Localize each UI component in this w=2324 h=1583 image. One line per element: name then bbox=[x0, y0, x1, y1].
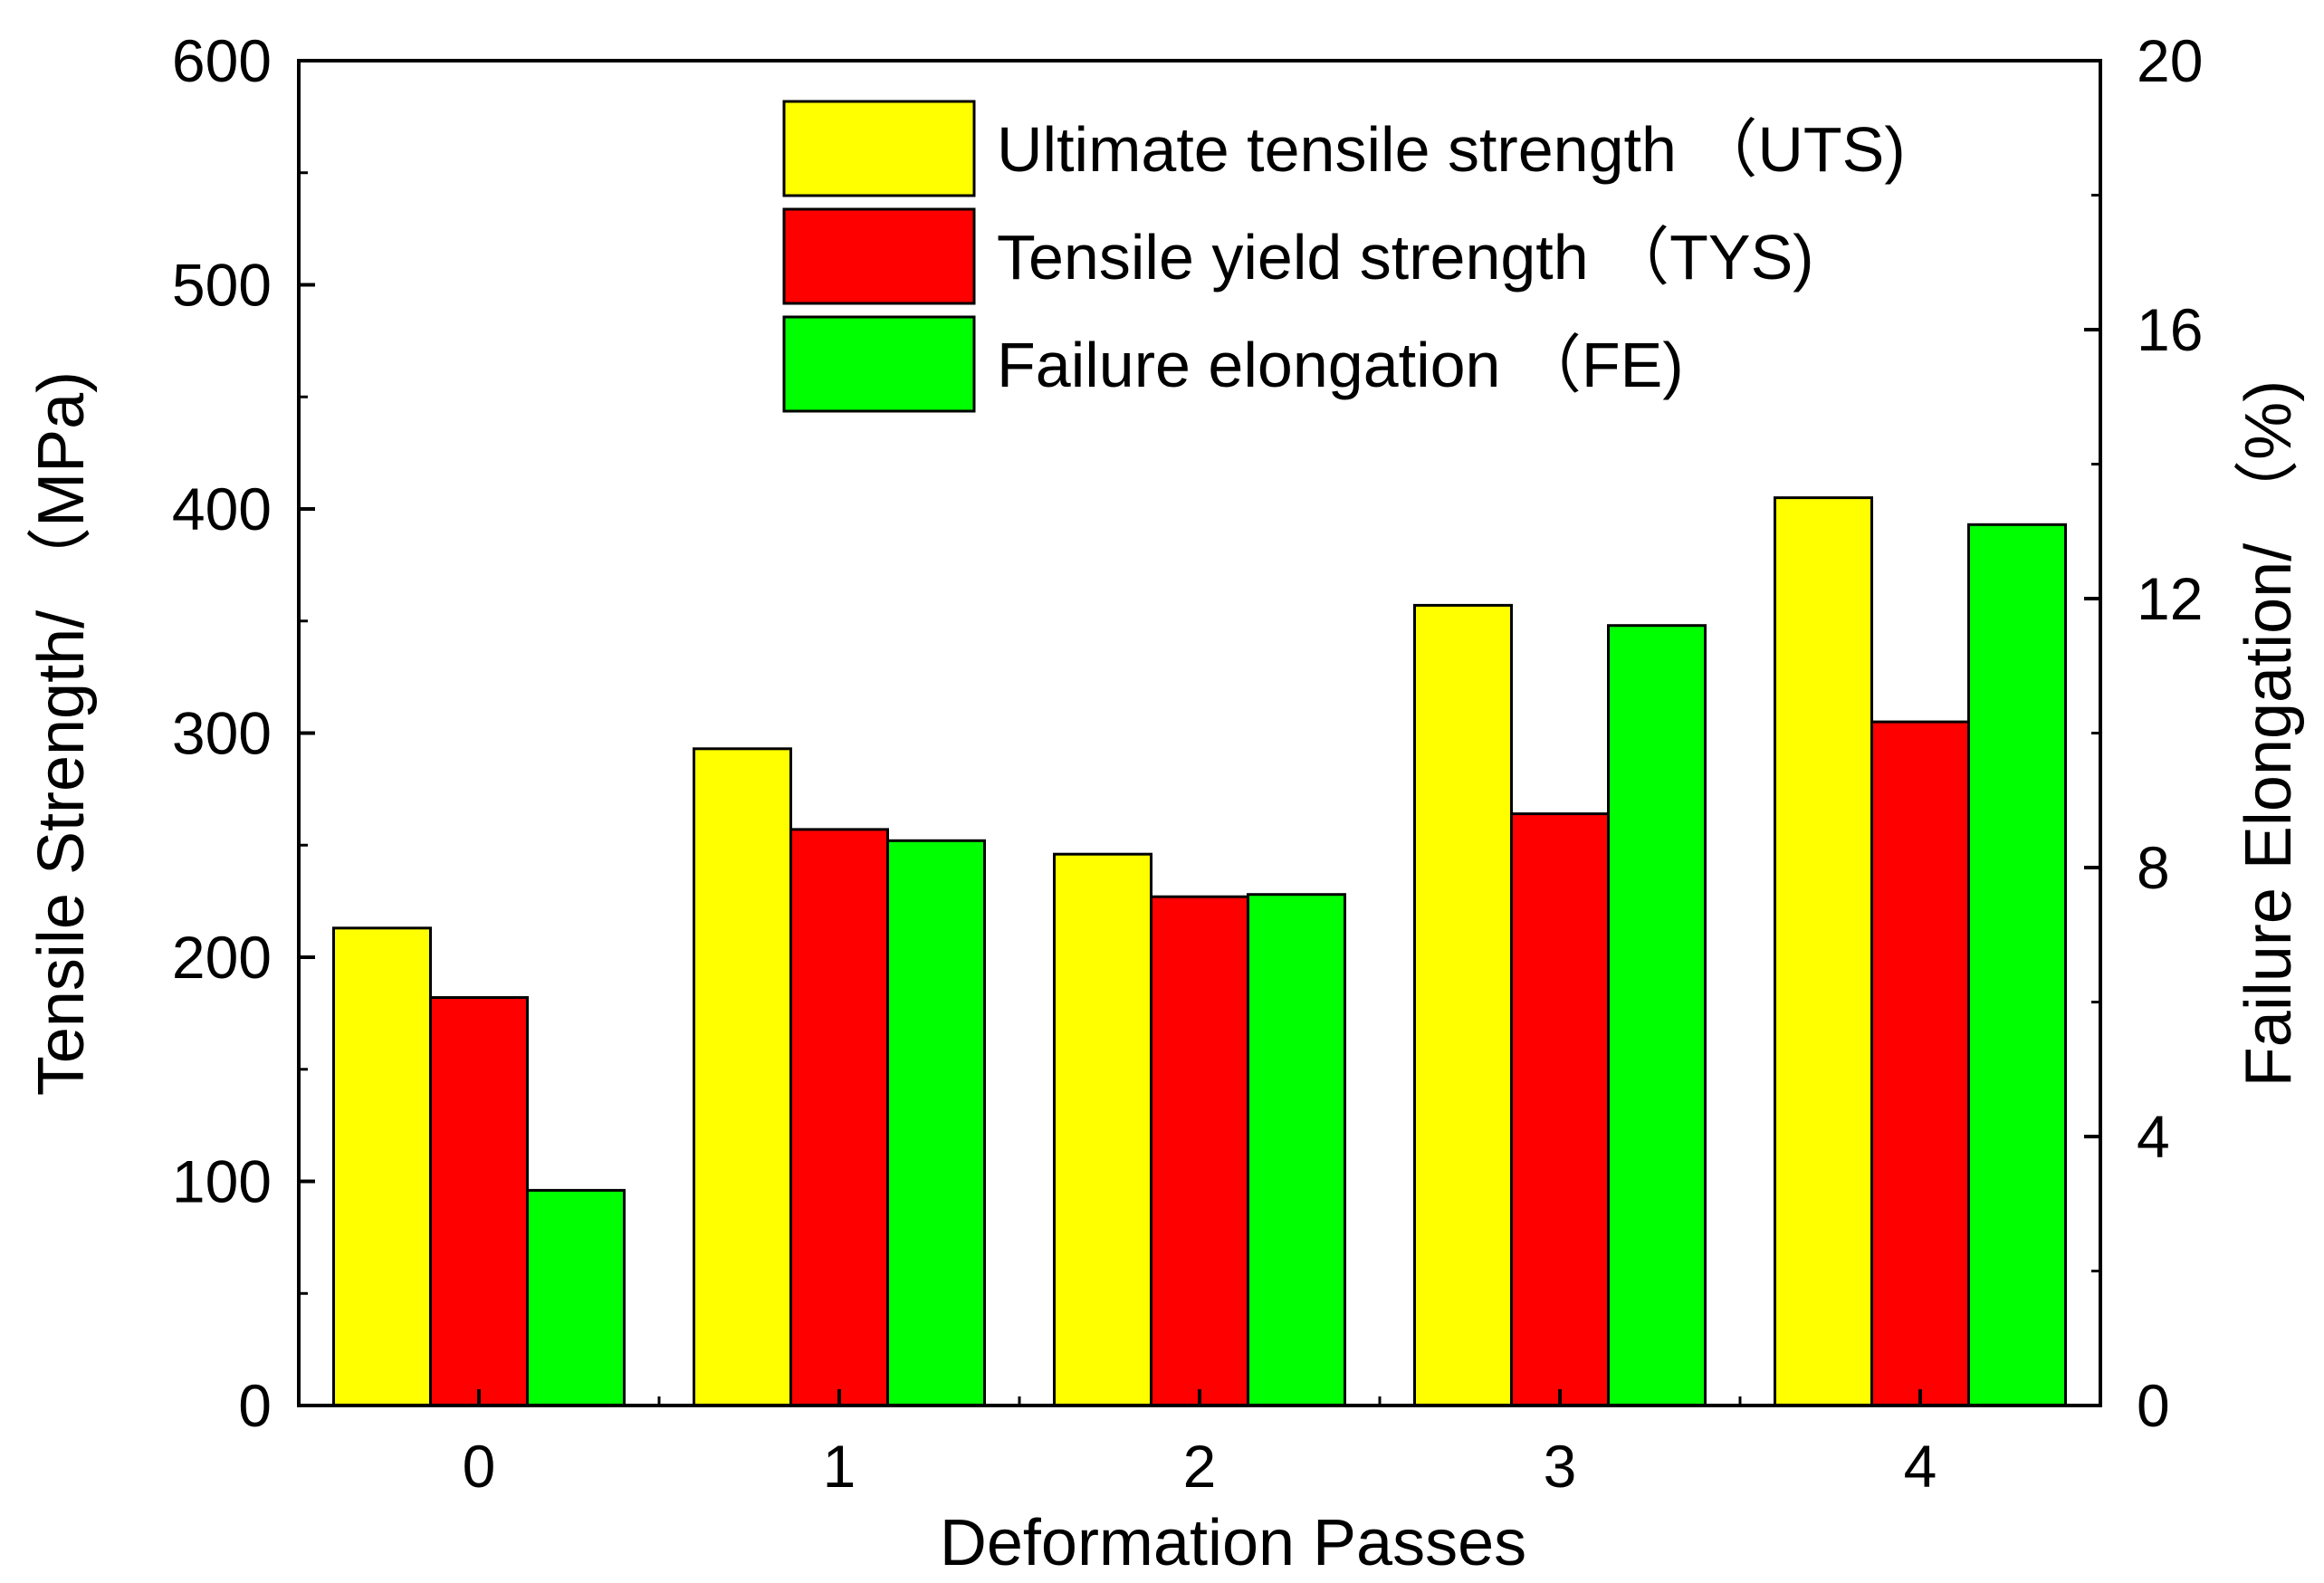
y2-tick-label: 20 bbox=[2137, 27, 2203, 94]
legend-swatch-fe bbox=[782, 315, 976, 413]
y2-tick-label: 12 bbox=[2137, 565, 2203, 632]
y-tick-label: 400 bbox=[172, 475, 272, 542]
x-axis-title: Deformation Passes bbox=[940, 1507, 1526, 1579]
bar-uts-0 bbox=[332, 926, 432, 1407]
bar-tys-3 bbox=[1510, 812, 1610, 1407]
legend-swatch-tys bbox=[782, 207, 976, 305]
y2-axis-title: Failure Elongation/ （%) bbox=[2233, 380, 2305, 1087]
x-tick-label: 4 bbox=[1904, 1433, 1937, 1500]
y2-tick-label: 4 bbox=[2137, 1103, 2170, 1170]
bar-tys-0 bbox=[429, 996, 529, 1407]
bar-fe-0 bbox=[526, 1188, 626, 1407]
y-tick-label: 100 bbox=[172, 1148, 272, 1215]
legend: Ultimate tensile strength （UTS) Tensile y… bbox=[782, 100, 1906, 413]
bar-uts-4 bbox=[1774, 496, 1873, 1407]
bar-tys-4 bbox=[1870, 720, 1970, 1407]
y-tick-label: 0 bbox=[238, 1372, 272, 1439]
bar-fe-4 bbox=[1967, 523, 2067, 1407]
x-tick-label: 3 bbox=[1544, 1433, 1577, 1500]
bar-fe-1 bbox=[886, 839, 986, 1407]
bar-uts-1 bbox=[693, 747, 792, 1407]
x-tick-label: 1 bbox=[823, 1433, 856, 1500]
legend-label: Tensile yield strength （TYS) bbox=[997, 222, 1814, 293]
y2-tick-label: 0 bbox=[2137, 1372, 2170, 1439]
bars-layer bbox=[332, 496, 2067, 1407]
legend-swatch-uts bbox=[782, 100, 976, 197]
bar-fe-2 bbox=[1247, 893, 1346, 1407]
bar-uts-2 bbox=[1053, 852, 1152, 1407]
y2-tick-label: 8 bbox=[2137, 834, 2170, 901]
legend-label: Failure elongation （FE) bbox=[997, 330, 1684, 400]
bar-tys-2 bbox=[1150, 895, 1249, 1407]
legend-label: Ultimate tensile strength （UTS) bbox=[997, 114, 1906, 185]
y-axis-title: Tensile Strength/ （MPa) bbox=[25, 371, 98, 1096]
x-tick-label: 2 bbox=[1183, 1433, 1217, 1500]
bar-uts-3 bbox=[1413, 603, 1513, 1407]
y2-tick-label: 16 bbox=[2137, 296, 2203, 363]
y-tick-label: 200 bbox=[172, 924, 272, 991]
x-tick-label: 0 bbox=[463, 1433, 496, 1500]
bar-fe-3 bbox=[1607, 624, 1707, 1407]
y-tick-label: 600 bbox=[172, 27, 272, 94]
y-tick-label: 500 bbox=[172, 252, 272, 319]
y-tick-label: 300 bbox=[172, 700, 272, 767]
bar-tys-1 bbox=[789, 828, 889, 1407]
